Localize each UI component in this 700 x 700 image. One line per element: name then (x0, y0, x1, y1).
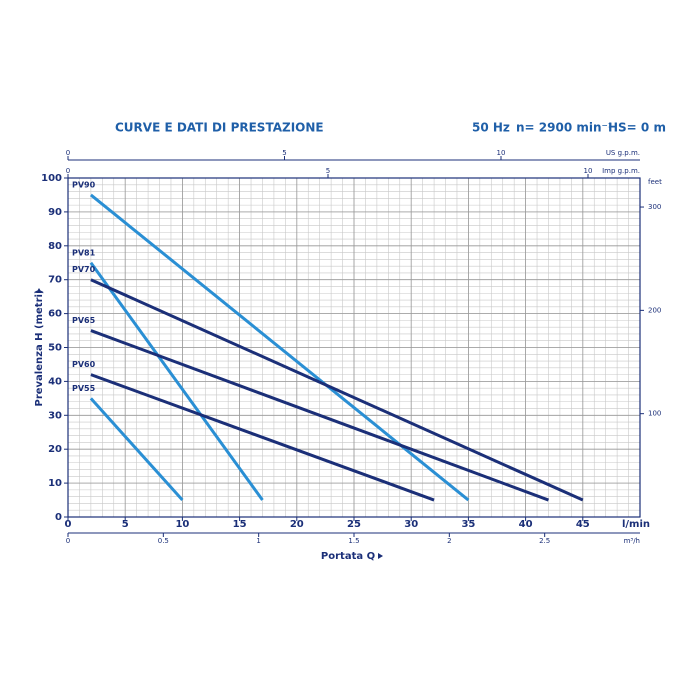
header-note: HS= 0 m (608, 121, 666, 135)
secondary-tick-label: 1.5 (348, 537, 359, 545)
axis-unit: feet (648, 178, 662, 186)
axis-unit: US g.p.m. (606, 149, 640, 157)
y-tick-label: 60 (48, 309, 62, 320)
chart-title: CURVE E DATI DI PRESTAZIONE (115, 121, 324, 135)
header-note: 50 Hz (472, 121, 510, 135)
y-tick-label: 10 (48, 478, 62, 489)
y-tick-label: 50 (48, 343, 62, 354)
secondary-tick-label: 10 (584, 167, 593, 175)
secondary-tick-label: 100 (648, 410, 661, 418)
curve (89, 397, 184, 502)
x-tick-label: 5 (122, 519, 129, 530)
x-tick-label: 35 (461, 519, 475, 530)
axis-unit: Imp g.p.m. (602, 167, 640, 175)
x-tick-label: 40 (519, 519, 533, 530)
curve (90, 329, 550, 502)
x-tick-label: 30 (404, 519, 418, 530)
secondary-tick-label: 200 (648, 306, 661, 314)
curve-label: PV65 (72, 316, 96, 325)
x-axis-label: Portata Q (321, 551, 375, 562)
y-tick-label: 20 (48, 444, 62, 455)
secondary-tick-label: 2.5 (539, 537, 550, 545)
y-tick-label: 70 (48, 275, 62, 286)
secondary-tick-label: 0 (66, 167, 70, 175)
x-label-arrow (378, 553, 383, 559)
y-label-arrow (36, 288, 42, 293)
x-unit: l/min (622, 519, 650, 530)
secondary-tick-label: 0 (66, 149, 70, 157)
secondary-tick-label: 2 (447, 537, 451, 545)
curve-label: PV55 (72, 384, 96, 393)
secondary-tick-label: 5 (326, 167, 330, 175)
y-tick-label: 0 (55, 512, 62, 523)
curve (90, 373, 435, 502)
y-axis-label: Prevalenza H (metri) (34, 289, 45, 406)
y-tick-label: 90 (48, 207, 62, 218)
secondary-tick-label: 1 (256, 537, 260, 545)
x-tick-label: 45 (576, 519, 590, 530)
curve (90, 278, 584, 502)
x-tick-label: 10 (175, 519, 189, 530)
curve (89, 193, 470, 502)
secondary-tick-label: 5 (282, 149, 286, 157)
y-tick-label: 80 (48, 241, 62, 252)
secondary-tick-label: 0.5 (158, 537, 169, 545)
curve-label: PV90 (72, 180, 96, 189)
curve (89, 261, 264, 501)
secondary-tick-label: 300 (648, 203, 661, 211)
axis-unit: m³/h (624, 537, 640, 545)
y-tick-label: 40 (48, 376, 62, 387)
header-note: n= 2900 min⁻¹ (516, 121, 613, 135)
x-tick-label: 20 (290, 519, 304, 530)
x-tick-label: 25 (347, 519, 361, 530)
curve-label: PV60 (72, 360, 96, 369)
curve-label: PV81 (72, 248, 96, 257)
x-tick-label: 15 (233, 519, 247, 530)
y-tick-label: 100 (41, 173, 62, 184)
secondary-tick-label: 10 (497, 149, 506, 157)
curve-label: PV70 (72, 265, 96, 274)
y-tick-label: 30 (48, 410, 62, 421)
x-tick-label: 0 (65, 519, 72, 530)
secondary-tick-label: 0 (66, 537, 70, 545)
